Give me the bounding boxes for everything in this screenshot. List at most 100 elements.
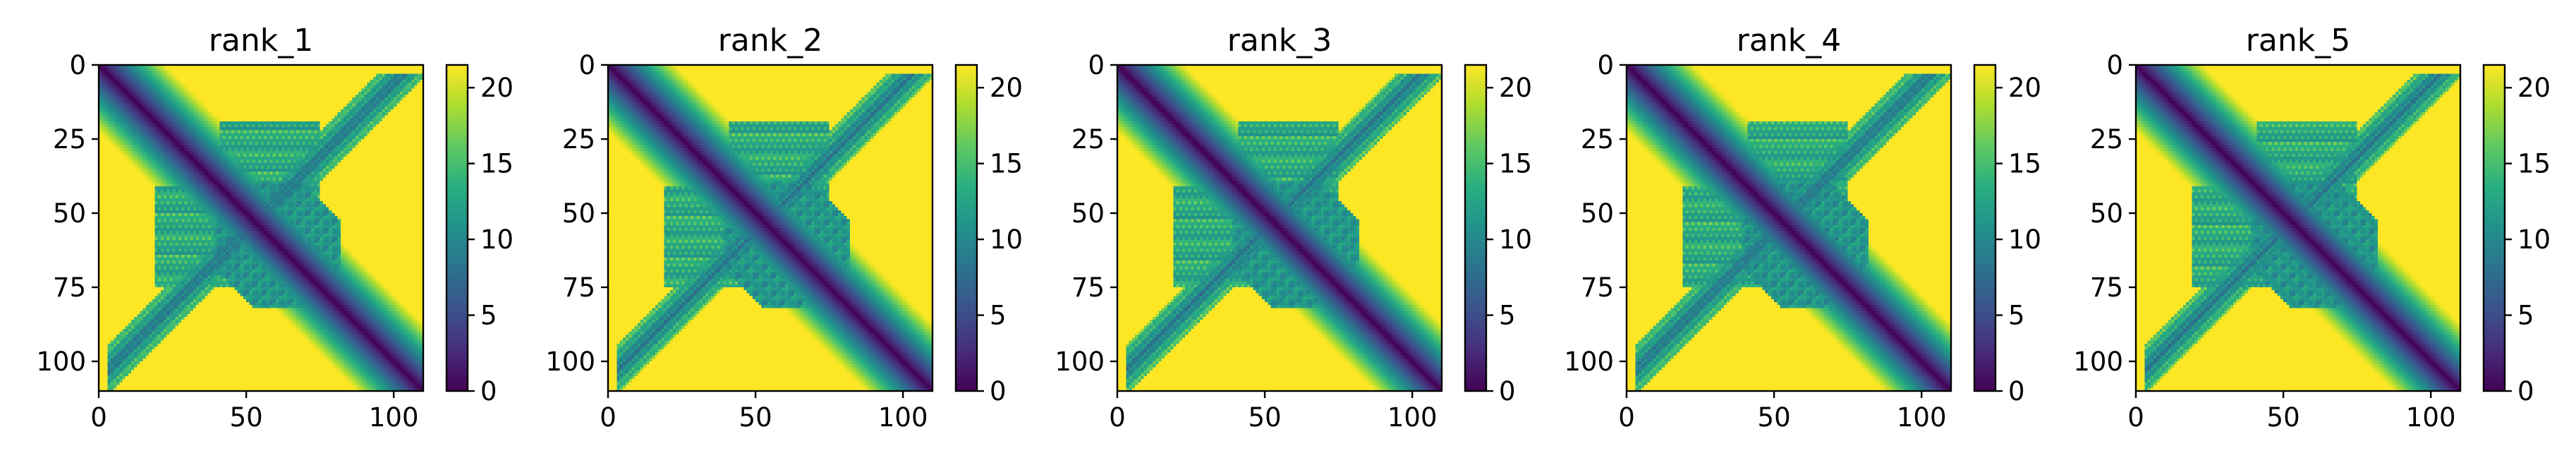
heatmap-cell bbox=[261, 166, 265, 169]
heatmap-cell bbox=[149, 169, 152, 172]
heatmap-cell bbox=[164, 121, 167, 125]
heatmap-cell bbox=[199, 104, 202, 107]
heatmap-cell bbox=[335, 107, 339, 110]
heatmap-cell bbox=[205, 154, 209, 157]
heatmap-cell bbox=[320, 68, 324, 71]
heatmap-cell bbox=[379, 119, 382, 122]
heatmap-cell bbox=[414, 133, 418, 137]
heatmap-cell bbox=[346, 68, 350, 71]
heatmap-cell bbox=[356, 95, 359, 98]
heatmap-cell bbox=[279, 112, 282, 116]
heatmap-cell bbox=[226, 130, 229, 133]
heatmap-cell bbox=[131, 83, 135, 86]
heatmap-cell bbox=[329, 124, 332, 128]
heatmap-cell bbox=[358, 136, 362, 140]
heatmap-cell bbox=[202, 95, 205, 98]
heatmap-cell bbox=[291, 148, 294, 152]
heatmap-cell bbox=[154, 77, 158, 80]
heatmap-cell bbox=[238, 169, 241, 172]
heatmap-cell bbox=[140, 166, 144, 169]
heatmap-cell bbox=[255, 163, 259, 167]
heatmap-cell bbox=[111, 115, 114, 119]
heatmap-cell bbox=[184, 148, 188, 152]
heatmap-cell bbox=[178, 127, 182, 131]
heatmap-cell bbox=[205, 80, 209, 83]
heatmap-cell bbox=[181, 145, 185, 148]
heatmap-cell bbox=[414, 92, 418, 95]
heatmap-cell bbox=[131, 157, 135, 160]
heatmap-cell bbox=[349, 127, 353, 131]
heatmap-cell bbox=[196, 154, 200, 157]
heatmap-cell bbox=[320, 127, 324, 131]
heatmap-cell bbox=[114, 151, 117, 155]
heatmap-cell bbox=[140, 121, 144, 125]
heatmap-cell bbox=[234, 109, 238, 113]
heatmap-cell bbox=[258, 136, 262, 140]
heatmap-cell bbox=[149, 148, 152, 152]
heatmap-cell bbox=[391, 74, 394, 78]
heatmap-cell bbox=[119, 107, 123, 110]
heatmap-cell bbox=[394, 154, 397, 157]
heatmap-cell bbox=[116, 107, 120, 110]
heatmap-cell bbox=[131, 89, 135, 92]
heatmap-cell bbox=[394, 127, 397, 131]
heatmap-cell bbox=[211, 142, 214, 145]
heatmap-cell bbox=[164, 136, 167, 140]
heatmap-cell bbox=[114, 136, 117, 140]
heatmap-cell bbox=[261, 127, 265, 131]
heatmap-cell bbox=[243, 74, 247, 78]
heatmap-cell bbox=[281, 83, 285, 86]
heatmap-cell bbox=[149, 92, 152, 95]
heatmap-cell bbox=[243, 104, 247, 107]
heatmap-cell bbox=[214, 119, 217, 122]
heatmap-cell bbox=[184, 154, 188, 157]
heatmap-cell bbox=[241, 136, 244, 140]
heatmap-cell bbox=[104, 169, 108, 172]
heatmap-cell bbox=[349, 104, 353, 107]
heatmap-cell bbox=[108, 154, 111, 157]
heatmap-cell bbox=[134, 115, 138, 119]
heatmap-cell bbox=[273, 127, 277, 131]
heatmap-cell bbox=[406, 136, 409, 140]
heatmap-cell bbox=[311, 142, 315, 145]
heatmap-cell bbox=[344, 160, 347, 163]
heatmap-cell bbox=[146, 151, 150, 155]
heatmap-cell bbox=[122, 97, 126, 101]
heatmap-cell bbox=[199, 112, 202, 116]
heatmap-cell bbox=[273, 115, 277, 119]
heatmap-cell bbox=[140, 100, 144, 104]
heatmap-cell bbox=[403, 77, 406, 80]
heatmap-cell bbox=[202, 157, 205, 160]
heatmap-cell bbox=[358, 127, 362, 131]
heatmap-cell bbox=[226, 112, 229, 116]
heatmap-cell bbox=[137, 127, 140, 131]
heatmap-cell bbox=[279, 107, 282, 110]
heatmap-cell bbox=[140, 157, 144, 160]
heatmap-cell bbox=[258, 160, 262, 163]
heatmap-cell bbox=[406, 160, 409, 163]
heatmap-cell bbox=[152, 115, 155, 119]
heatmap-cell bbox=[131, 112, 135, 116]
heatmap-cell bbox=[400, 145, 403, 148]
heatmap-cell bbox=[291, 85, 294, 89]
heatmap-cell bbox=[111, 136, 114, 140]
heatmap-cell bbox=[349, 68, 353, 71]
heatmap-cell bbox=[238, 100, 241, 104]
heatmap-cell bbox=[329, 119, 332, 122]
heatmap-cell bbox=[108, 130, 111, 133]
heatmap-cell bbox=[293, 71, 297, 74]
heatmap-cell bbox=[190, 157, 194, 160]
heatmap-cell bbox=[400, 71, 403, 74]
heatmap-cell bbox=[264, 151, 267, 155]
heatmap-cell bbox=[161, 160, 164, 163]
heatmap-cell bbox=[326, 95, 329, 98]
heatmap-cell bbox=[385, 104, 389, 107]
heatmap-cell bbox=[114, 112, 117, 116]
heatmap-cell bbox=[376, 112, 379, 116]
heatmap-cell bbox=[385, 100, 389, 104]
heatmap-cell bbox=[238, 71, 241, 74]
heatmap-cell bbox=[146, 163, 150, 167]
heatmap-cell bbox=[388, 154, 391, 157]
heatmap-cell bbox=[116, 97, 120, 101]
heatmap-cell bbox=[364, 80, 367, 83]
